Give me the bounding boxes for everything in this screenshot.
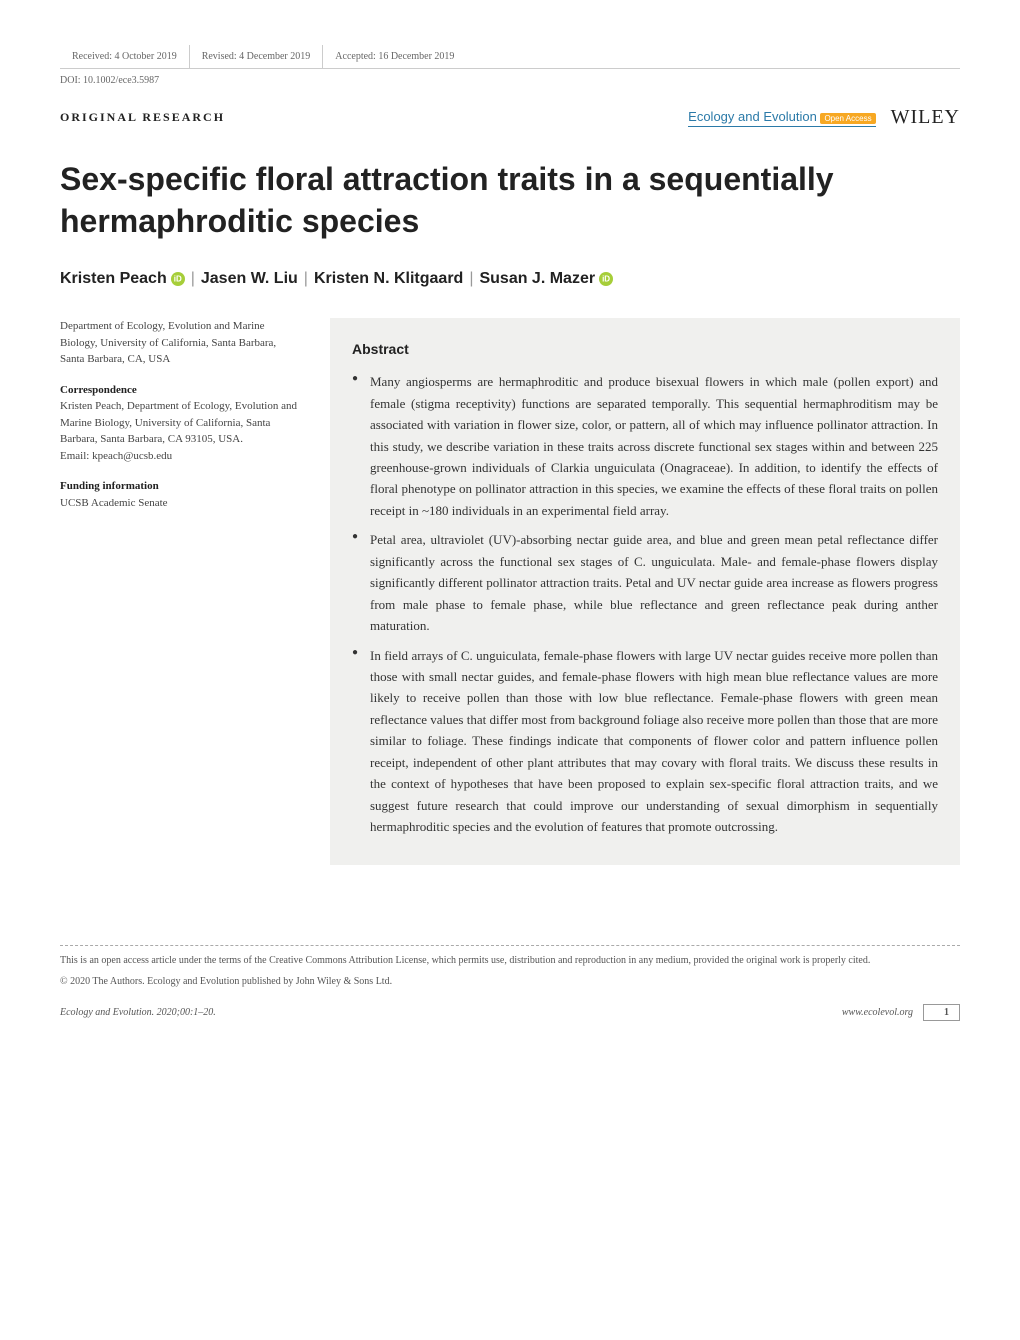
page-number: 1 bbox=[923, 1004, 960, 1021]
doi: DOI: 10.1002/ece3.5987 bbox=[60, 75, 960, 86]
authors-list: Kristen Peach | Jasen W. Liu | Kristen N. Kl… bbox=[60, 270, 960, 288]
abstract-bullets: Many angiosperms are hermaphroditic and … bbox=[352, 371, 938, 837]
content-row: Department of Ecology, Evolution and Mar… bbox=[60, 318, 960, 865]
copyright-text: © 2020 The Authors. Ecology and Evolutio… bbox=[60, 976, 392, 987]
main-content: Abstract Many angiosperms are hermaphrod… bbox=[330, 318, 960, 865]
copyright: © 2020 The Authors. Ecology and Evolutio… bbox=[60, 976, 960, 987]
abstract-bullet: In field arrays of C. unguiculata, femal… bbox=[352, 645, 938, 838]
abstract-bullet: Petal area, ultraviolet (UV)-absorbing n… bbox=[352, 529, 938, 636]
author: Jasen W. Liu bbox=[201, 270, 298, 287]
correspondence-text: Kristen Peach, Department of Ecology, Ev… bbox=[60, 400, 297, 445]
correspondence-email: Email: kpeach@ucsb.edu bbox=[60, 450, 172, 462]
journal-name: Ecology and Evolution Open Access bbox=[688, 109, 875, 127]
accepted-date: Accepted: 16 December 2019 bbox=[323, 45, 466, 68]
author: Kristen N. Klitgaard bbox=[314, 270, 463, 287]
article-type: ORIGINAL RESEARCH bbox=[60, 110, 225, 125]
footer-url: www.ecolevol.org bbox=[842, 1007, 913, 1018]
article-type-row: ORIGINAL RESEARCH Ecology and Evolution … bbox=[60, 106, 960, 129]
funding-label: Funding information bbox=[60, 480, 159, 492]
author: Kristen Peach bbox=[60, 270, 185, 287]
sidebar: Department of Ecology, Evolution and Mar… bbox=[60, 318, 300, 865]
revised-date: Revised: 4 December 2019 bbox=[190, 45, 324, 68]
publisher-logo: WILEY bbox=[891, 106, 960, 129]
open-access-badge: Open Access bbox=[820, 113, 875, 124]
journal-name-text: Ecology and Evolution bbox=[688, 109, 817, 124]
author: Susan J. Mazer bbox=[479, 270, 613, 287]
abstract-heading: Abstract bbox=[352, 338, 938, 361]
abstract-box: Abstract Many angiosperms are hermaphrod… bbox=[330, 318, 960, 865]
footer-right: www.ecolevol.org 1 bbox=[842, 1007, 960, 1018]
page-container: Received: 4 October 2019 Revised: 4 Dece… bbox=[0, 0, 1020, 1048]
correspondence-label: Correspondence bbox=[60, 384, 137, 396]
journal-badge: Ecology and Evolution Open Access WILEY bbox=[688, 106, 960, 129]
license-text: This is an open access article under the… bbox=[60, 954, 960, 968]
abstract-bullet: Many angiosperms are hermaphroditic and … bbox=[352, 371, 938, 521]
article-title: Sex-specific floral attraction traits in… bbox=[60, 159, 960, 242]
affiliation: Department of Ecology, Evolution and Mar… bbox=[60, 318, 300, 368]
footer-divider: This is an open access article under the… bbox=[60, 945, 960, 987]
footer-citation: Ecology and Evolution. 2020;00:1–20. bbox=[60, 1007, 216, 1018]
header-meta: Received: 4 October 2019 Revised: 4 Dece… bbox=[60, 45, 960, 69]
funding-text: UCSB Academic Senate bbox=[60, 497, 168, 509]
funding-block: Funding information UCSB Academic Senate bbox=[60, 478, 300, 511]
correspondence-block: Correspondence Kristen Peach, Department… bbox=[60, 382, 300, 465]
author-separator: | bbox=[191, 270, 195, 287]
received-date: Received: 4 October 2019 bbox=[60, 45, 190, 68]
page-footer: Ecology and Evolution. 2020;00:1–20. www… bbox=[60, 1007, 960, 1018]
orcid-icon bbox=[599, 272, 613, 286]
author-separator: | bbox=[304, 270, 308, 287]
author-separator: | bbox=[469, 270, 473, 287]
orcid-icon bbox=[171, 272, 185, 286]
